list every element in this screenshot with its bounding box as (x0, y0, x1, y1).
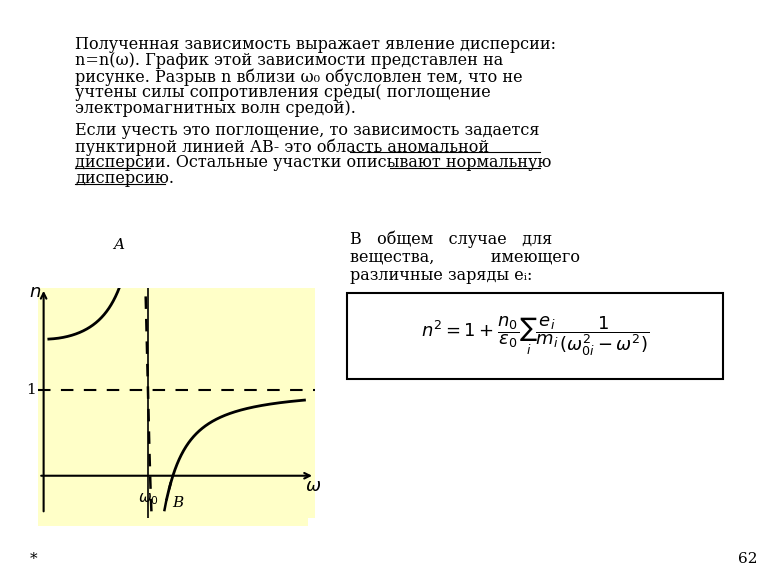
Text: $n^2 = 1 + \dfrac{n_0}{\varepsilon_0} \sum_i \dfrac{e_i}{m_i} \dfrac{1}{(\omega_: $n^2 = 1 + \dfrac{n_0}{\varepsilon_0} \s… (421, 314, 649, 358)
Text: A: A (114, 238, 124, 252)
Text: 62: 62 (738, 552, 757, 566)
Text: *: * (30, 552, 38, 566)
Text: учтены силы сопротивления среды( поглощение: учтены силы сопротивления среды( поглоще… (75, 84, 491, 101)
Text: 1: 1 (26, 384, 36, 397)
Text: $n$: $n$ (29, 283, 41, 301)
Text: $\omega_0$: $\omega_0$ (137, 491, 158, 507)
Text: В   общем   случае   для: В общем случае для (350, 231, 552, 248)
FancyBboxPatch shape (347, 293, 723, 379)
Text: вещества,           имеющего: вещества, имеющего (350, 249, 580, 266)
Text: рисунке. Разрыв n вблизи ω₀ обусловлен тем, что не: рисунке. Разрыв n вблизи ω₀ обусловлен т… (75, 68, 523, 85)
Text: Полученная зависимость выражает явление дисперсии:: Полученная зависимость выражает явление … (75, 36, 556, 53)
Text: B: B (172, 497, 184, 510)
Text: различные заряды еᵢ:: различные заряды еᵢ: (350, 267, 532, 284)
Text: $\omega$: $\omega$ (305, 477, 321, 495)
Text: электромагнитных волн средой).: электромагнитных волн средой). (75, 100, 356, 117)
Text: дисперсию.: дисперсию. (75, 170, 174, 187)
Text: дисперсии. Остальные участки описывают нормальную: дисперсии. Остальные участки описывают н… (75, 154, 551, 171)
Text: пунктирной линией АВ- это область аномальной: пунктирной линией АВ- это область аномал… (75, 138, 489, 156)
Text: Если учесть это поглощение, то зависимость задается: Если учесть это поглощение, то зависимос… (75, 122, 539, 139)
FancyBboxPatch shape (38, 306, 308, 526)
Text: n=n(ω). График этой зависимости представлен на: n=n(ω). График этой зависимости представ… (75, 52, 503, 69)
